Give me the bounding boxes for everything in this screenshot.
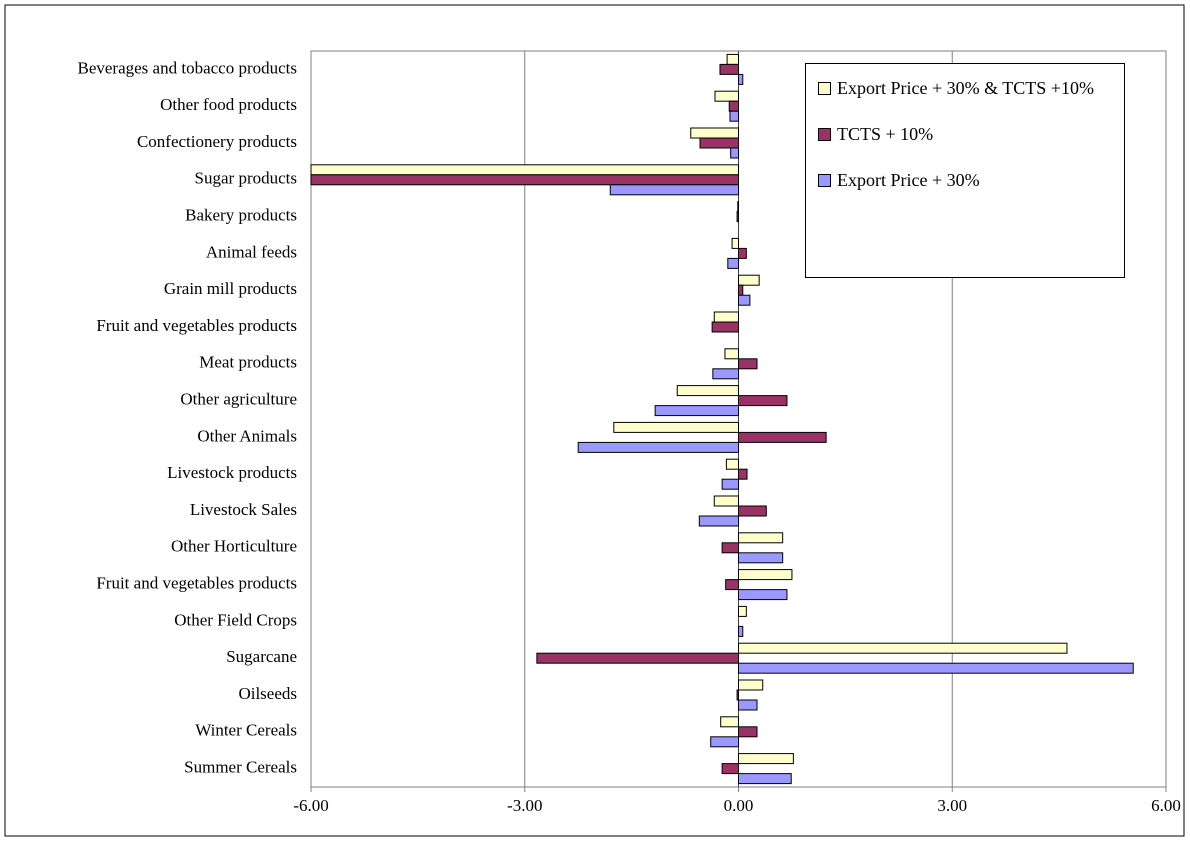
bar [721,478,739,490]
y-tick-label: Other Animals [197,426,297,445]
bar [738,569,793,581]
legend: Export Price + 30% & TCTS +10% TCTS + 10%… [805,63,1125,278]
y-tick-label: Fruit and vegetables products [96,574,297,593]
bar [738,274,760,286]
x-tick-label: 0.00 [724,796,754,815]
bar [738,294,751,306]
bar [725,458,740,470]
bar [738,431,827,443]
bar [609,184,739,196]
y-tick-label: Confectionery products [137,132,297,151]
x-tick-label: 3.00 [937,796,967,815]
bar [577,441,739,453]
bar [711,321,740,333]
bar [536,652,739,664]
bar [721,763,739,775]
y-tick-label: Other Horticulture [171,537,297,556]
legend-swatch [818,174,831,187]
legend-label: Export Price + 30% & TCTS +10% [837,78,1094,98]
bar [738,679,764,691]
y-tick-label: Grain mill products [164,279,297,298]
legend-label: TCTS + 10% [837,124,934,144]
bar [721,542,739,554]
bar [730,147,739,159]
bar [738,552,784,564]
bar [725,579,739,591]
y-tick-label: Other Field Crops [174,610,297,629]
bar [654,405,740,417]
bar [726,53,739,65]
bar [738,468,748,480]
bar [729,110,740,122]
bar [690,127,740,139]
bar [719,63,739,75]
bar [738,73,744,85]
bar [738,662,1134,674]
bar [738,247,747,259]
bar [676,385,739,397]
legend-entry: Export Price + 30% [818,168,1114,192]
bar [310,164,739,176]
bar [738,358,758,370]
y-tick-label: Animal feeds [206,242,297,261]
y-tick-label: Meat products [199,353,297,372]
y-tick-label: Sugar products [195,169,297,188]
y-tick-label: Beverages and tobacco products [78,58,298,77]
bar [738,699,758,711]
bar [713,311,740,323]
bar [613,421,739,433]
bar [738,605,747,617]
y-tick-label: Winter Cereals [195,721,297,740]
y-tick-label: Summer Cereals [184,758,297,777]
legend-label: Export Price + 30% [837,170,980,190]
bar [738,753,794,765]
legend-entry: Export Price + 30% & TCTS +10% [818,76,1114,100]
y-tick-label: Oilseeds [238,684,297,703]
y-tick-label: Other food products [160,95,297,114]
bar [738,505,767,517]
y-tick-label: Fruit and vegetables products [96,316,297,335]
y-tick-label: Sugarcane [226,647,297,666]
x-tick-label: 6.00 [1151,796,1181,815]
bar [724,348,740,360]
y-tick-label: Bakery products [185,206,297,225]
bar [727,257,739,269]
bar [731,237,740,249]
bar [738,726,758,738]
bar [310,174,739,186]
bar [728,100,739,112]
bar [698,515,739,527]
bar [714,90,739,102]
bar [738,625,744,637]
legend-swatch [818,128,831,141]
y-tick-label: Livestock products [167,463,297,482]
y-tick-label: Livestock Sales [190,500,297,519]
bar [712,368,739,380]
bar [738,589,788,601]
legend-entry: TCTS + 10% [818,122,1114,146]
bar [738,284,744,296]
bar [713,495,740,507]
bar [710,736,740,748]
bar [699,137,740,149]
bar [738,395,788,407]
bar [738,532,784,544]
bar [738,773,792,785]
bar [738,642,1068,654]
y-tick-label: Other agriculture [180,390,297,409]
x-tick-label: -3.00 [507,796,542,815]
legend-swatch [818,82,831,95]
x-tick-label: -6.00 [293,796,328,815]
bar [720,716,739,728]
